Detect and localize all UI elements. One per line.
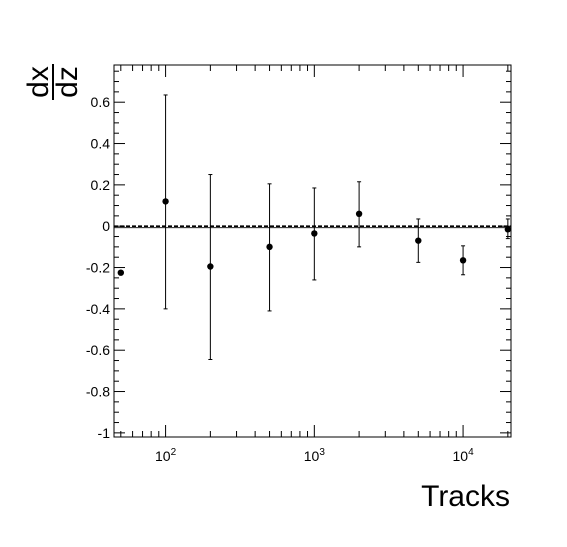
data-point [355, 210, 363, 217]
y-tick-label: -0.6 [86, 342, 110, 358]
data-point [266, 243, 273, 251]
y-tick-label: -0.4 [86, 301, 110, 317]
y-tick-label: 0.4 [91, 136, 111, 152]
axes-layer: 0.6 0.4 0.2 0 -0.2 -0.4 -0.6 -0.8 -1 102 103 104 [86, 64, 512, 464]
marks-layer [114, 94, 512, 360]
data-point [504, 226, 512, 233]
data-point [207, 263, 214, 270]
x-tick-label: 104 [453, 447, 475, 464]
x-axis-title: Tracks [421, 480, 510, 513]
plot-frame [113, 64, 512, 438]
y-axis-title: dx dz [22, 64, 84, 100]
y-tick-label: -0.8 [86, 384, 110, 400]
x-tick-label: 102 [155, 447, 177, 464]
y-tick-label: -1 [98, 425, 111, 441]
y-tick-label: 0 [102, 218, 110, 234]
data-point [162, 198, 169, 205]
data-point [117, 269, 125, 276]
y-axis-title-denominator: dz [51, 66, 84, 98]
y-tick-label: 0.6 [91, 94, 111, 110]
data-point [459, 257, 467, 264]
data-point [311, 230, 318, 237]
data-point [415, 237, 422, 244]
y-axis-title-numerator: dx [22, 66, 55, 98]
y-tick-label: 0.2 [91, 177, 111, 193]
x-tick-label: 103 [304, 447, 326, 464]
y-tick-label: -0.2 [86, 260, 110, 276]
